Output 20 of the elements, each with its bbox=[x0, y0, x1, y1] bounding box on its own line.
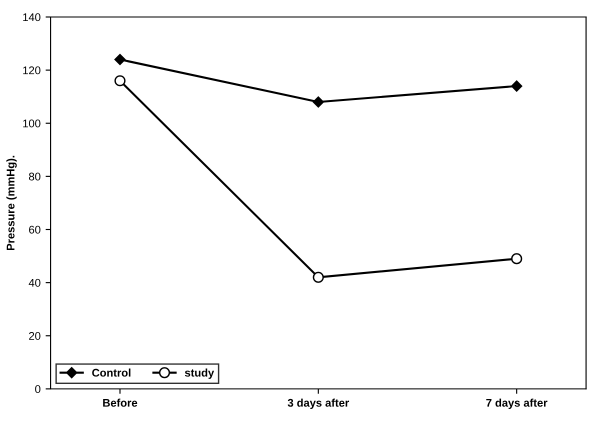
y-tick-label: 40 bbox=[28, 278, 40, 287]
y-tick-label: 60 bbox=[29, 226, 40, 234]
y-tick-label: 100 bbox=[23, 120, 40, 128]
legend-label: Control bbox=[92, 368, 130, 377]
point bbox=[312, 272, 324, 283]
y-tick-label: 140 bbox=[23, 13, 40, 22]
y-tick-label: 0 bbox=[35, 385, 40, 394]
y-axis-title: Pressure (mmHg). bbox=[6, 156, 17, 250]
x-tick-label: 3 days after bbox=[288, 398, 350, 409]
x-tick-label: 7 days after bbox=[486, 398, 548, 409]
y-tick-label: 80 bbox=[28, 172, 40, 181]
y-tick-label: 20 bbox=[29, 332, 40, 340]
point bbox=[511, 80, 522, 92]
point bbox=[312, 96, 324, 108]
x-tick-label: Before bbox=[103, 398, 138, 407]
y-tick-label: 120 bbox=[23, 66, 40, 74]
point bbox=[114, 75, 126, 86]
point bbox=[114, 54, 126, 66]
legend-label: study bbox=[184, 368, 214, 379]
point bbox=[511, 253, 522, 264]
